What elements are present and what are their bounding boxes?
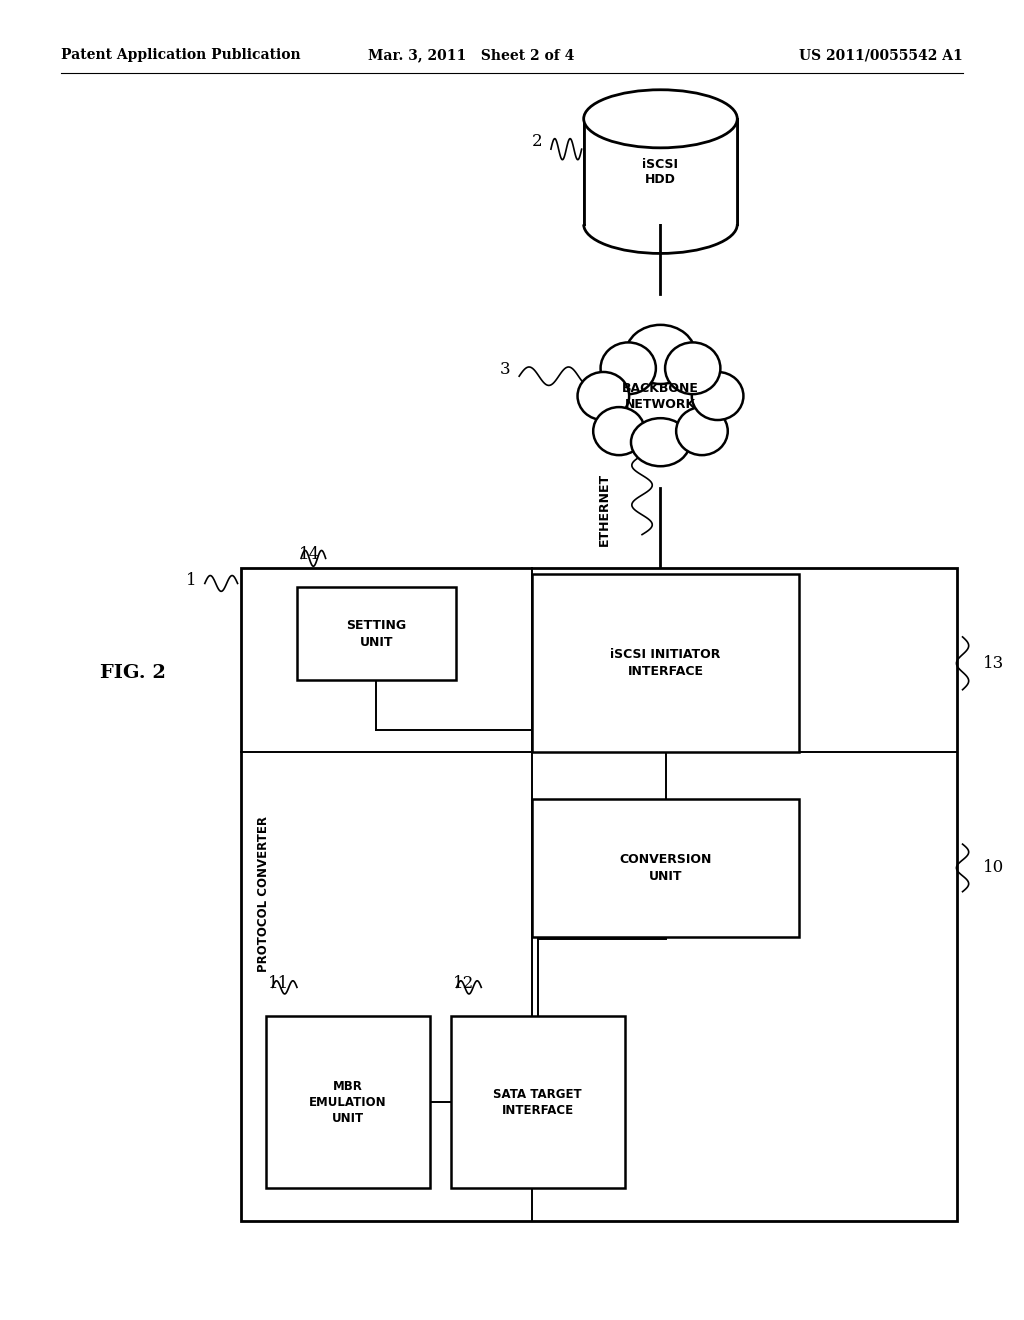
Text: iSCSI INITIATOR
INTERFACE: iSCSI INITIATOR INTERFACE — [610, 648, 721, 678]
Text: US 2011/0055542 A1: US 2011/0055542 A1 — [799, 49, 963, 62]
Text: SATA TARGET
INTERFACE: SATA TARGET INTERFACE — [494, 1088, 582, 1117]
Ellipse shape — [631, 418, 690, 466]
Bar — [532, 574, 799, 752]
Text: 13: 13 — [983, 655, 1005, 672]
Text: 10: 10 — [983, 859, 1005, 876]
Bar — [584, 119, 737, 224]
Text: BACKBONE
NETWORK: BACKBONE NETWORK — [622, 381, 699, 411]
Text: FIG. 2: FIG. 2 — [100, 664, 166, 682]
Ellipse shape — [593, 407, 645, 455]
Ellipse shape — [676, 407, 728, 455]
Bar — [532, 799, 799, 937]
Text: SETTING
UNIT: SETTING UNIT — [346, 619, 407, 648]
Bar — [451, 1016, 625, 1188]
Text: CONVERSION
UNIT: CONVERSION UNIT — [620, 853, 712, 883]
Text: 2: 2 — [532, 133, 543, 149]
Ellipse shape — [578, 372, 629, 420]
Ellipse shape — [666, 342, 721, 395]
Text: iSCSI
HDD: iSCSI HDD — [642, 157, 679, 186]
Text: Patent Application Publication: Patent Application Publication — [61, 49, 301, 62]
Bar — [297, 587, 456, 680]
Bar — [266, 1016, 430, 1188]
Text: 3: 3 — [500, 362, 510, 378]
Text: Mar. 3, 2011   Sheet 2 of 4: Mar. 3, 2011 Sheet 2 of 4 — [368, 49, 574, 62]
Ellipse shape — [584, 90, 737, 148]
Ellipse shape — [692, 372, 743, 420]
Text: 11: 11 — [268, 975, 290, 991]
Text: MBR
EMULATION
UNIT: MBR EMULATION UNIT — [309, 1080, 387, 1125]
Text: 1: 1 — [186, 573, 197, 589]
Text: ETHERNET: ETHERNET — [598, 473, 610, 546]
Text: PROTOCOL CONVERTER: PROTOCOL CONVERTER — [257, 816, 269, 973]
Bar — [241, 568, 957, 1221]
Text: 14: 14 — [299, 546, 321, 562]
Text: 12: 12 — [453, 975, 474, 991]
Ellipse shape — [600, 342, 656, 395]
Ellipse shape — [626, 325, 695, 384]
